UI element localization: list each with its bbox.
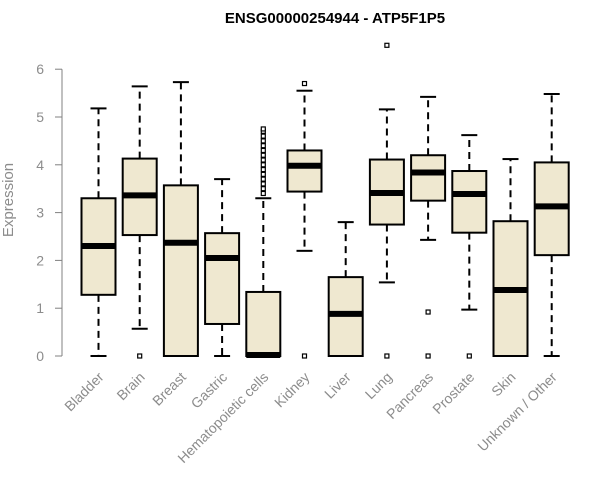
x-tick-label: Skin — [488, 369, 519, 400]
iqr-box — [245, 290, 282, 357]
box-lung — [368, 42, 405, 359]
y-axis-title: Expression — [0, 163, 17, 237]
outlier-point — [260, 166, 266, 173]
box-hematopoietic-cells — [245, 126, 282, 359]
outlier-point — [260, 162, 266, 168]
iqr-box — [162, 184, 199, 357]
outlier-point — [384, 353, 390, 359]
outlier-point — [301, 353, 308, 359]
y-tick-label: 5 — [36, 109, 44, 125]
x-tick-label: Brain — [113, 369, 147, 403]
iqr-box — [286, 149, 323, 193]
x-tick-label: Breast — [149, 369, 189, 409]
y-tick-label: 1 — [36, 300, 44, 316]
y-tick-label: 4 — [36, 157, 44, 173]
x-tick-label: Liver — [321, 369, 354, 402]
box-unknown-other — [533, 93, 570, 357]
x-tick-label: Kidney — [271, 369, 313, 411]
box-skin — [492, 158, 529, 357]
outlier-point — [260, 176, 266, 182]
box-pancreas — [410, 95, 447, 359]
outlier-point — [466, 353, 472, 359]
outlier-point — [260, 133, 266, 139]
box-gastric — [204, 178, 241, 357]
outlier-point — [137, 353, 143, 359]
outlier-point — [260, 126, 266, 132]
outlier-point — [260, 138, 266, 144]
box-bladder — [80, 107, 117, 357]
y-tick-label: 6 — [36, 61, 44, 77]
outlier-point — [260, 171, 266, 177]
outlier-point — [260, 147, 266, 154]
chart-title: ENSG00000254944 - ATP5F1P5 — [225, 10, 445, 27]
x-tick-label: Prostate — [429, 369, 477, 417]
box-prostate — [451, 134, 488, 359]
iqr-box — [451, 170, 488, 234]
y-tick-label: 2 — [36, 252, 44, 268]
box-breast — [162, 81, 199, 357]
outlier-point — [301, 80, 308, 87]
outlier-point — [384, 42, 390, 48]
boxes-group — [80, 42, 570, 359]
outlier-point — [260, 181, 266, 187]
iqr-box — [204, 232, 241, 325]
outlier-point — [425, 309, 431, 315]
y-tick-label: 3 — [36, 205, 44, 221]
x-tick-label: Lung — [362, 369, 395, 402]
outlier-point — [260, 157, 266, 163]
box-liver — [327, 221, 364, 358]
outlier-point — [260, 186, 266, 192]
y-axis: 0 1 2 3 4 5 6 — [36, 61, 63, 364]
x-tick-label: Bladder — [61, 369, 107, 415]
y-tick-label: 0 — [36, 348, 44, 364]
outlier-point — [260, 143, 266, 149]
box-brain — [121, 85, 158, 359]
box-kidney — [286, 80, 323, 359]
iqr-box — [410, 154, 447, 202]
outlier-point — [260, 152, 266, 158]
outlier-point — [425, 353, 431, 359]
outlier-point — [260, 190, 266, 197]
